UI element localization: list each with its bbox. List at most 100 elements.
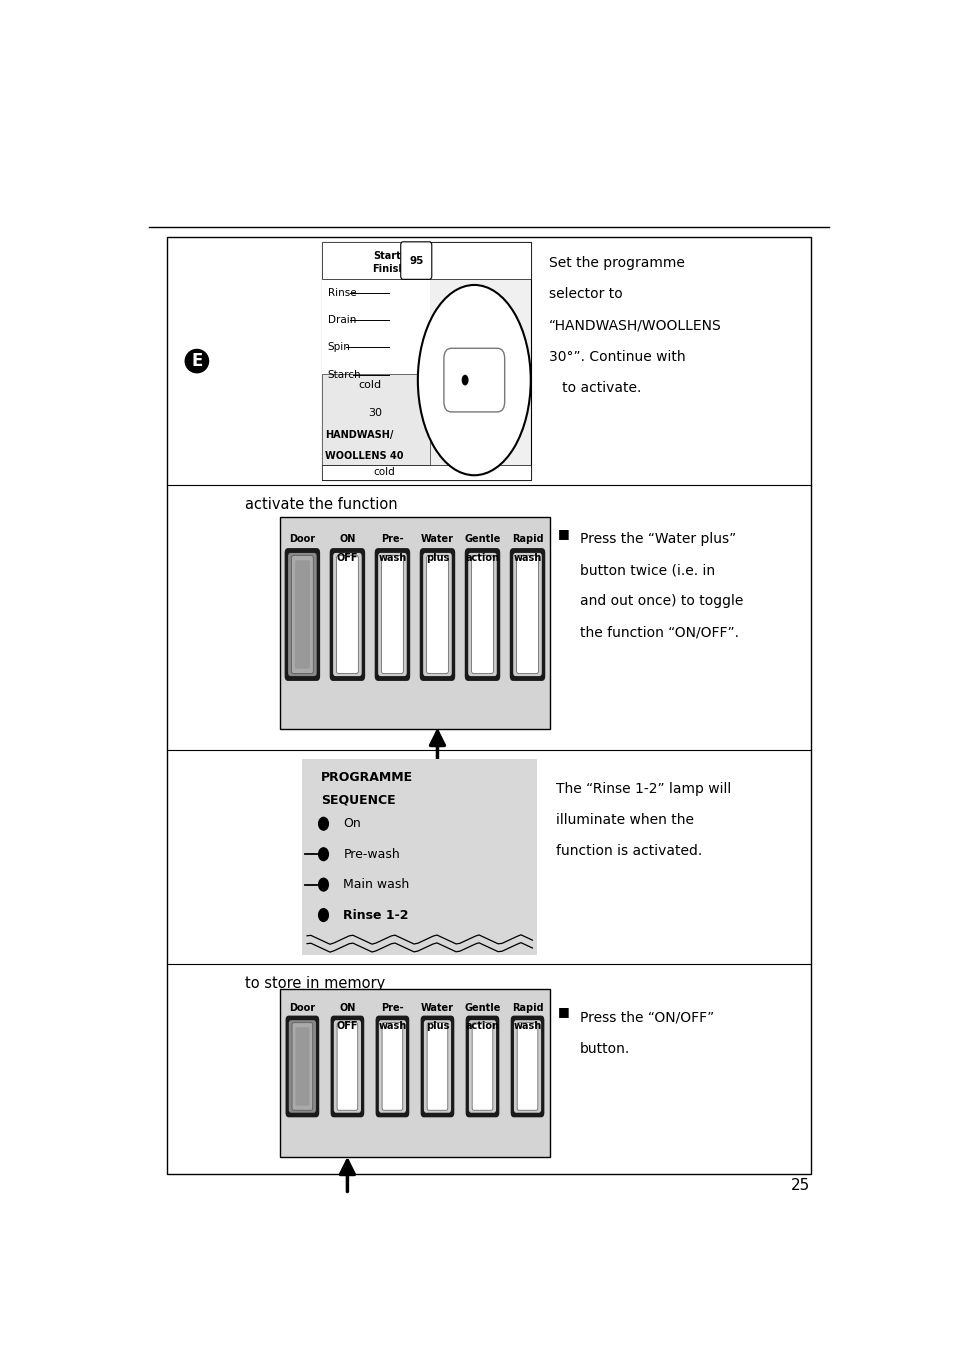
FancyBboxPatch shape bbox=[419, 548, 455, 681]
Text: Door: Door bbox=[289, 1003, 315, 1013]
Text: ON: ON bbox=[339, 1003, 355, 1013]
Text: function is activated.: function is activated. bbox=[555, 844, 701, 859]
Bar bbox=[279, 516, 550, 729]
Text: Press the “Water plus”: Press the “Water plus” bbox=[579, 531, 735, 546]
Text: illuminate when the: illuminate when the bbox=[555, 813, 693, 827]
FancyBboxPatch shape bbox=[330, 548, 365, 681]
FancyBboxPatch shape bbox=[340, 1028, 355, 1106]
Bar bbox=[167, 237, 810, 1174]
FancyBboxPatch shape bbox=[284, 548, 320, 681]
Text: and out once) to toggle: and out once) to toggle bbox=[579, 595, 742, 608]
FancyBboxPatch shape bbox=[294, 560, 310, 669]
FancyBboxPatch shape bbox=[517, 1022, 537, 1110]
Text: E: E bbox=[191, 352, 202, 370]
FancyBboxPatch shape bbox=[468, 553, 497, 676]
Text: wash: wash bbox=[378, 1021, 406, 1032]
FancyBboxPatch shape bbox=[375, 1015, 409, 1117]
FancyBboxPatch shape bbox=[385, 1028, 399, 1106]
Text: to activate.: to activate. bbox=[549, 381, 641, 395]
Bar bbox=[321, 375, 430, 465]
FancyBboxPatch shape bbox=[520, 1028, 534, 1106]
Ellipse shape bbox=[417, 285, 530, 476]
FancyBboxPatch shape bbox=[423, 1021, 451, 1113]
Bar bbox=[279, 990, 550, 1157]
Bar bbox=[302, 758, 537, 956]
Text: ON: ON bbox=[339, 534, 355, 544]
Text: Press the “ON/OFF”: Press the “ON/OFF” bbox=[579, 1011, 713, 1025]
Text: Water: Water bbox=[420, 1003, 454, 1013]
Text: Rinse 1-2: Rinse 1-2 bbox=[343, 909, 409, 922]
Text: Finish: Finish bbox=[372, 264, 405, 273]
FancyBboxPatch shape bbox=[375, 548, 410, 681]
FancyBboxPatch shape bbox=[517, 556, 537, 673]
FancyBboxPatch shape bbox=[469, 1021, 496, 1113]
Ellipse shape bbox=[317, 848, 329, 861]
Text: ■: ■ bbox=[557, 527, 569, 539]
Text: On: On bbox=[343, 817, 361, 830]
Text: Pre-: Pre- bbox=[381, 1003, 403, 1013]
Text: action: action bbox=[465, 553, 499, 562]
Text: 95: 95 bbox=[409, 256, 423, 265]
FancyBboxPatch shape bbox=[471, 556, 493, 673]
FancyBboxPatch shape bbox=[292, 556, 313, 673]
Text: SEQUENCE: SEQUENCE bbox=[321, 794, 395, 806]
Text: Rinse: Rinse bbox=[327, 288, 355, 297]
FancyBboxPatch shape bbox=[400, 242, 432, 280]
Text: activate the function: activate the function bbox=[245, 498, 397, 512]
Text: Set the programme: Set the programme bbox=[549, 256, 684, 270]
Text: Start/: Start/ bbox=[373, 251, 404, 261]
Bar bbox=[321, 242, 530, 279]
Text: Water: Water bbox=[420, 534, 454, 544]
FancyBboxPatch shape bbox=[427, 1022, 447, 1110]
FancyBboxPatch shape bbox=[514, 1021, 540, 1113]
FancyBboxPatch shape bbox=[381, 556, 403, 673]
Text: cold: cold bbox=[374, 468, 395, 477]
Ellipse shape bbox=[317, 817, 329, 831]
Text: ■: ■ bbox=[557, 1006, 569, 1018]
Text: wash: wash bbox=[378, 553, 406, 562]
Text: Main wash: Main wash bbox=[343, 877, 409, 891]
Bar bbox=[321, 242, 530, 480]
FancyBboxPatch shape bbox=[377, 553, 406, 676]
FancyBboxPatch shape bbox=[288, 553, 316, 676]
Text: wash: wash bbox=[513, 553, 541, 562]
FancyBboxPatch shape bbox=[443, 349, 504, 412]
FancyBboxPatch shape bbox=[382, 1022, 402, 1110]
Text: Drain: Drain bbox=[327, 315, 355, 324]
FancyBboxPatch shape bbox=[333, 553, 361, 676]
FancyBboxPatch shape bbox=[339, 560, 355, 669]
Text: OFF: OFF bbox=[336, 1021, 357, 1032]
Text: WOOLLENS 40: WOOLLENS 40 bbox=[324, 452, 403, 461]
Text: Starch: Starch bbox=[327, 369, 361, 380]
Text: Gentle: Gentle bbox=[464, 1003, 500, 1013]
Text: button.: button. bbox=[579, 1042, 629, 1056]
FancyBboxPatch shape bbox=[430, 560, 444, 669]
FancyBboxPatch shape bbox=[426, 556, 448, 673]
Text: selector to: selector to bbox=[549, 287, 622, 301]
Ellipse shape bbox=[317, 909, 329, 922]
FancyBboxPatch shape bbox=[510, 1015, 544, 1117]
Text: wash: wash bbox=[513, 1021, 541, 1032]
Text: Pre-: Pre- bbox=[381, 534, 403, 544]
FancyBboxPatch shape bbox=[336, 1022, 357, 1110]
FancyBboxPatch shape bbox=[289, 1021, 315, 1113]
FancyBboxPatch shape bbox=[295, 1028, 309, 1106]
FancyBboxPatch shape bbox=[472, 1022, 493, 1110]
Text: to store in memory: to store in memory bbox=[245, 976, 385, 991]
Text: Gentle: Gentle bbox=[464, 534, 500, 544]
Text: Rapid: Rapid bbox=[511, 1003, 543, 1013]
Text: Rapid: Rapid bbox=[511, 534, 543, 544]
FancyBboxPatch shape bbox=[475, 560, 490, 669]
Ellipse shape bbox=[461, 375, 468, 385]
Text: 30°”. Continue with: 30°”. Continue with bbox=[549, 350, 685, 364]
Text: HANDWASH/: HANDWASH/ bbox=[324, 430, 393, 439]
FancyBboxPatch shape bbox=[509, 548, 545, 681]
FancyBboxPatch shape bbox=[465, 1015, 498, 1117]
Text: Pre-wash: Pre-wash bbox=[343, 848, 400, 861]
FancyBboxPatch shape bbox=[464, 548, 499, 681]
Text: OFF: OFF bbox=[336, 553, 357, 562]
Text: plus: plus bbox=[425, 553, 449, 562]
FancyBboxPatch shape bbox=[334, 1021, 360, 1113]
FancyBboxPatch shape bbox=[519, 560, 535, 669]
Text: Spin: Spin bbox=[327, 342, 350, 353]
